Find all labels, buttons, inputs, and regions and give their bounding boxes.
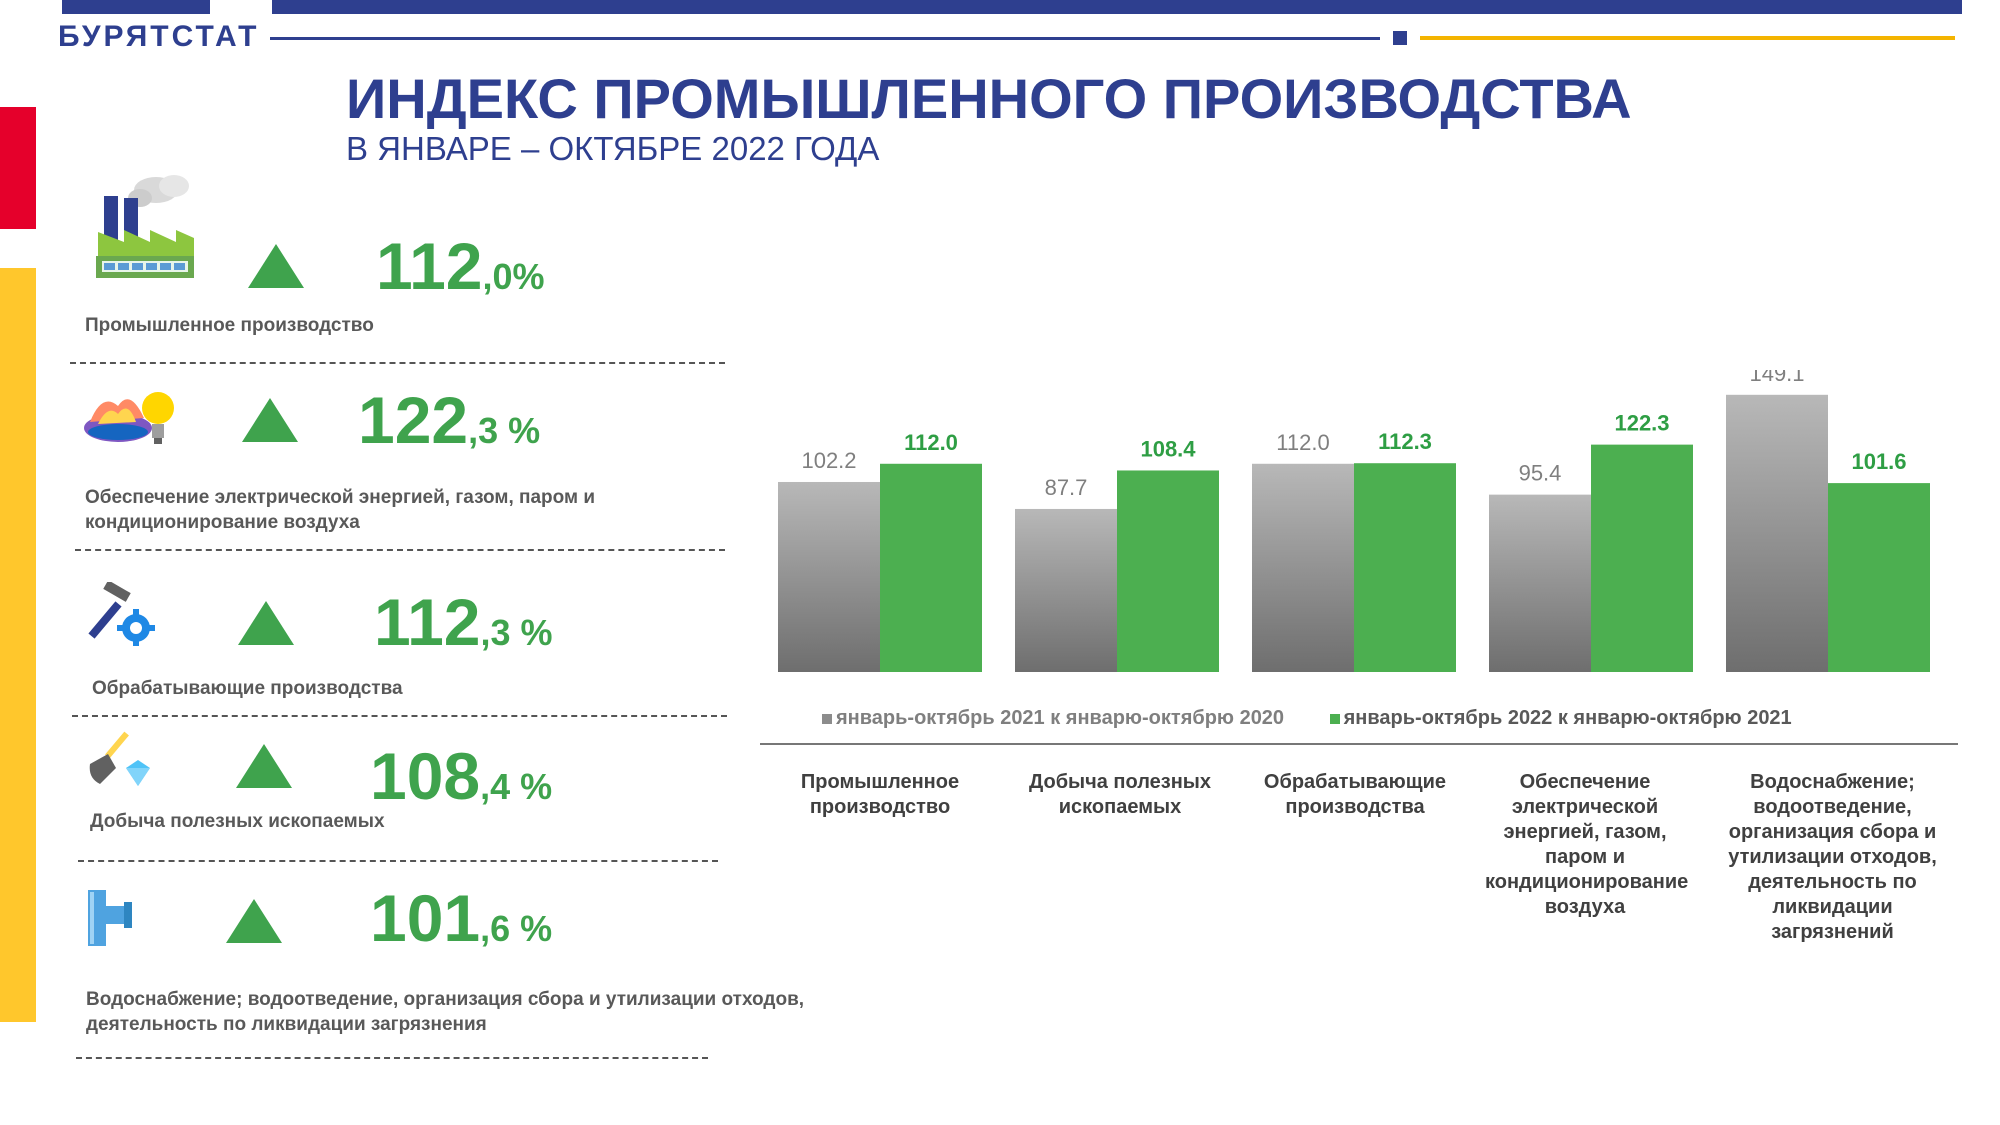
brand-logo-text: БУРЯТСТАТ (58, 20, 260, 53)
trend-up-icon (226, 899, 282, 943)
bar-chart: 102.2 87.7 112.0 95.4 149.1 112.0 108.4 112.3 12… (778, 370, 1930, 672)
kpi-separator (75, 549, 725, 551)
data-label: 122.3 (1614, 411, 1669, 436)
shovel-diamond-icon (89, 731, 150, 786)
header-square (1393, 31, 1407, 45)
legend-label: январь-октябрь 2022 к январю-октябрю 202… (1343, 707, 1792, 729)
bar-2021-3 (1489, 494, 1591, 672)
bar-2021-2 (1252, 463, 1354, 672)
chart-divider-line (760, 743, 1958, 745)
data-label: 102.2 (801, 448, 856, 473)
top-bar-gap (210, 0, 272, 14)
legend-item-2021: январь-октябрь 2021 к январю-октябрю 202… (822, 707, 1284, 730)
header-line-blue (270, 37, 1380, 40)
data-label: 95.4 (1519, 461, 1562, 486)
water-pipe-icon (88, 890, 132, 946)
bar-2022-3 (1591, 444, 1693, 672)
kpi-value: 112,0% (376, 229, 545, 303)
kpi-label: Водоснабжение; водоотведение, организаци… (86, 989, 805, 1035)
legend-label: январь-октябрь 2021 к январю-октябрю 202… (836, 707, 1285, 729)
chart-legend: январь-октябрь 2021 к январю-октябрю 202… (822, 707, 1832, 730)
kpi-separator (76, 1057, 708, 1059)
page-title: ИНДЕКС ПРОМЫШЛЕННОГО ПРОИЗВОДСТВА (346, 67, 1632, 130)
side-accent-yellow (0, 268, 36, 1022)
data-label: 112.0 (904, 430, 958, 455)
category-label: Добыча полезных ископаемых (1028, 771, 1212, 818)
trend-up-icon (242, 398, 298, 442)
trend-up-icon (236, 744, 292, 788)
trend-up-icon (248, 244, 304, 288)
kpi-label: Промышленное производство (85, 315, 374, 336)
bar-2022-0 (880, 463, 982, 672)
factory-icon (96, 175, 194, 278)
side-accent-red (0, 107, 36, 229)
data-label: 87.7 (1045, 475, 1088, 500)
bar-2021-0 (778, 481, 880, 672)
energy-icon (84, 392, 174, 444)
kpi-label: Обеспечение электрической энергией, газо… (85, 487, 596, 533)
kpi-separator (70, 362, 725, 364)
tools-icon (88, 582, 155, 646)
category-label: Обеспечение электрической энергией, газо… (1485, 771, 1689, 918)
kpi-label: Добыча полезных ископаемых (90, 811, 385, 832)
bar-2022-1 (1117, 470, 1219, 672)
kpi-value: 108,4 % (370, 739, 553, 813)
category-label: Обрабатывающие производства (1263, 771, 1447, 818)
kpi-value: 101,6 % (370, 881, 553, 955)
legend-item-2022: январь-октябрь 2022 к январю-октябрю 202… (1329, 707, 1792, 730)
category-label: Промышленное производство (800, 771, 960, 818)
bar-2021-4 (1726, 394, 1828, 672)
data-label: 101.6 (1851, 449, 1906, 474)
top-bar (62, 0, 1962, 14)
data-label: 149.1 (1749, 370, 1804, 386)
header-line-yellow (1420, 36, 1955, 40)
kpi-separator (72, 715, 727, 717)
kpi-separator (78, 860, 718, 862)
category-label: Водоснабжение; водоотведение, организаци… (1728, 771, 1937, 943)
kpi-label: Обрабатывающие производства (92, 678, 403, 699)
data-label: 108.4 (1140, 436, 1196, 461)
trend-up-icon (238, 601, 294, 645)
kpi-value: 112,3 % (374, 585, 553, 659)
bar-2022-2 (1354, 463, 1456, 672)
page-subtitle: В ЯНВАРЕ – ОКТЯБРЕ 2022 ГОДА (346, 130, 880, 167)
bar-2022-4 (1828, 483, 1930, 672)
bar-2021-1 (1015, 508, 1117, 672)
kpi-value: 122,3 % (358, 383, 541, 457)
data-label: 112.0 (1276, 430, 1329, 455)
data-label: 112.3 (1378, 429, 1432, 454)
